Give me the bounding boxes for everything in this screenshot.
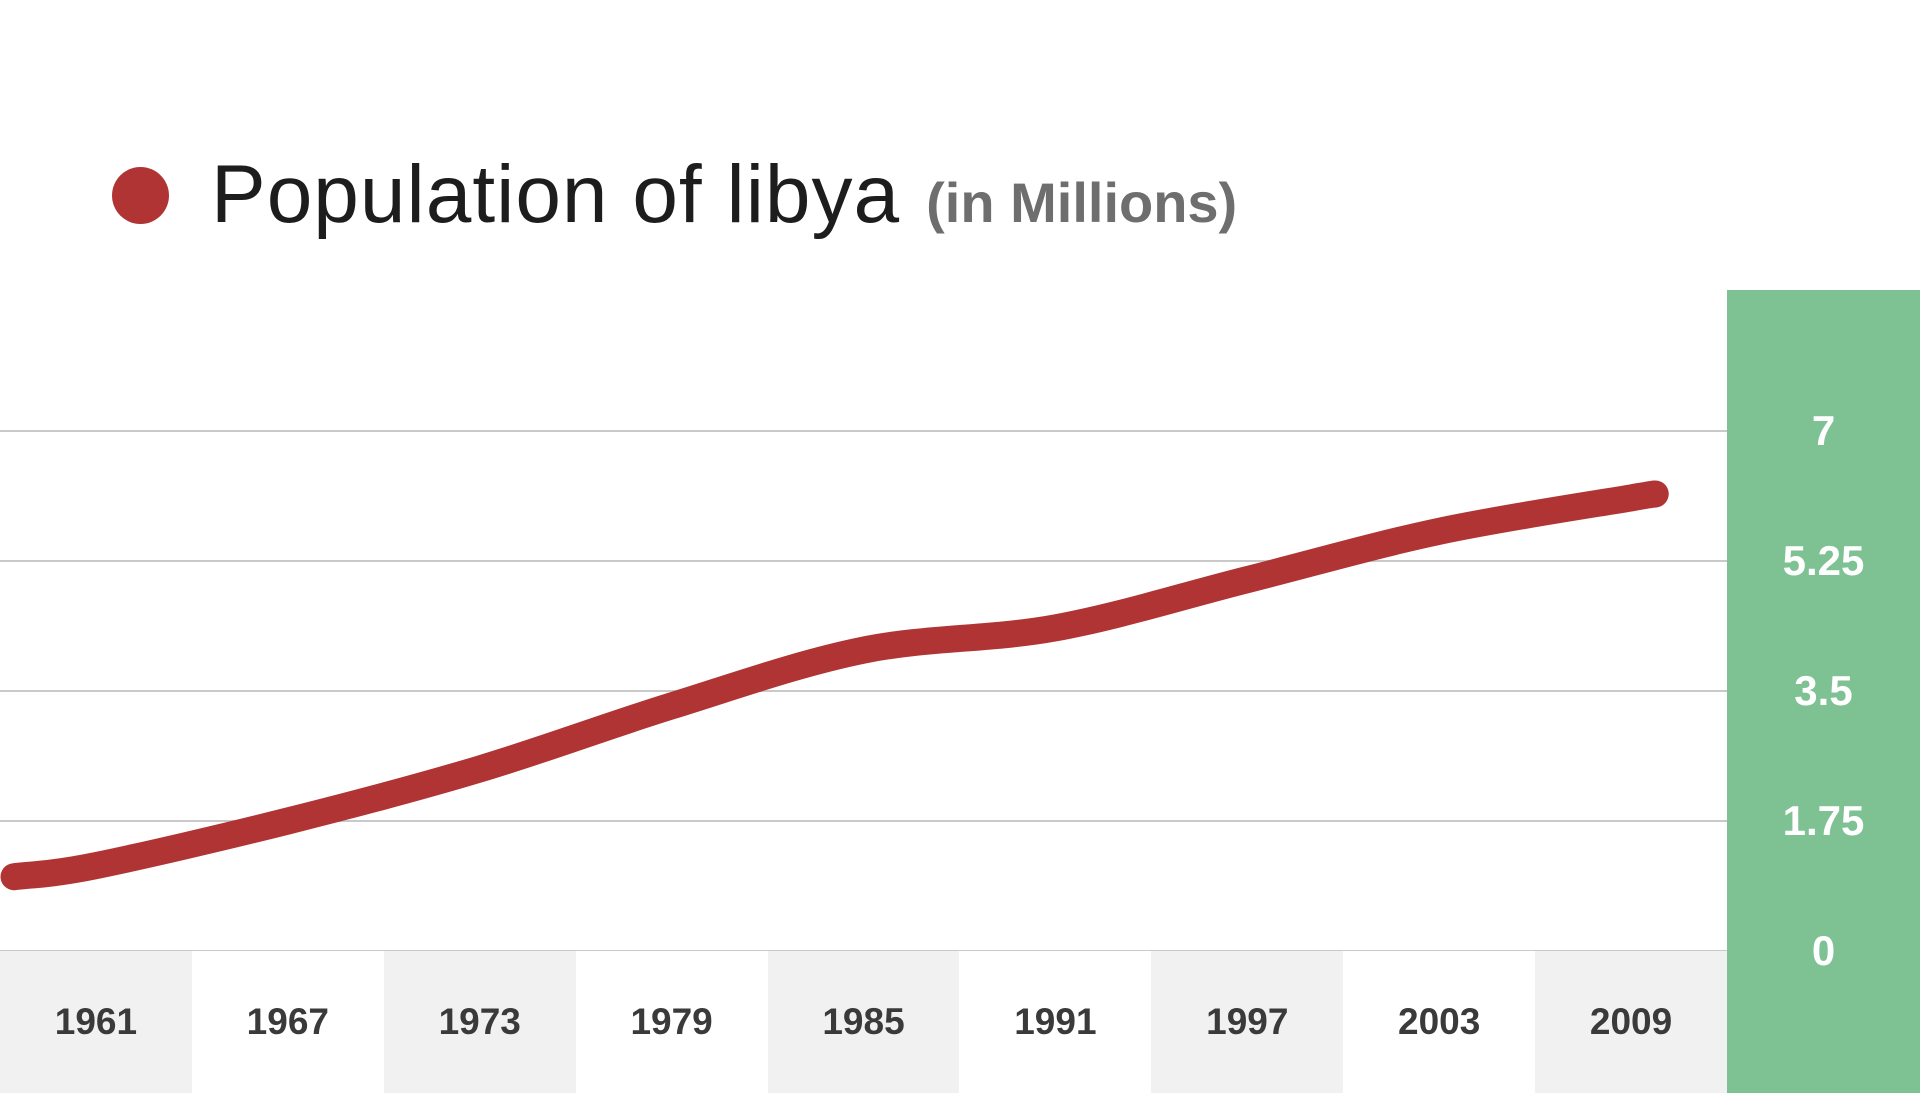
chart-header: Population of libya (in Millions) [112,130,1237,260]
chart-title: Population of libya [211,149,901,240]
y-tick-label: 1.75 [1782,797,1865,844]
year-band-cell: 2009 [1535,951,1728,1093]
gridlines [0,430,1727,951]
y-axis-panel: 7 5.25 3.5 1.75 0 [1727,290,1920,1093]
year-band-cell: 1997 [1151,951,1344,1093]
title-row: Population of libya (in Millions) [211,148,1237,242]
legend-dot-icon [112,166,169,224]
y-tick-label: 5.25 [1782,537,1865,584]
year-label: 2009 [1589,1001,1673,1042]
year-band-cell: 1967 [191,951,384,1093]
year-band-cell: 1973 [383,951,576,1093]
year-label: 1979 [630,1001,713,1042]
year-label: 1997 [1206,1001,1289,1042]
chart-subtitle: (in Millions) [926,171,1238,234]
year-label: 1961 [54,1001,138,1042]
population-line-chart [0,430,1727,951]
x-axis-band: 1961 1967 1973 1979 1985 1991 1997 2003 2009 [0,951,1728,1093]
year-band-cell: 1991 [959,951,1152,1093]
y-tick-label: 0 [1811,927,1836,974]
year-band-cell: 2003 [1343,951,1536,1093]
year-band-cell: 1985 [767,951,960,1093]
year-label: 1991 [1014,1001,1097,1042]
year-band-cell: 1979 [575,951,768,1093]
plot-svg [0,430,1727,951]
y-tick-label: 7 [1811,407,1836,454]
year-label: 1973 [438,1001,521,1042]
y-tick-label: 3.5 [1794,667,1853,714]
year-band-cell: 1961 [0,951,192,1093]
year-label: 1967 [246,1001,329,1042]
year-label: 1985 [822,1001,905,1042]
population-line [0,480,1669,891]
year-label: 2003 [1398,1001,1481,1042]
